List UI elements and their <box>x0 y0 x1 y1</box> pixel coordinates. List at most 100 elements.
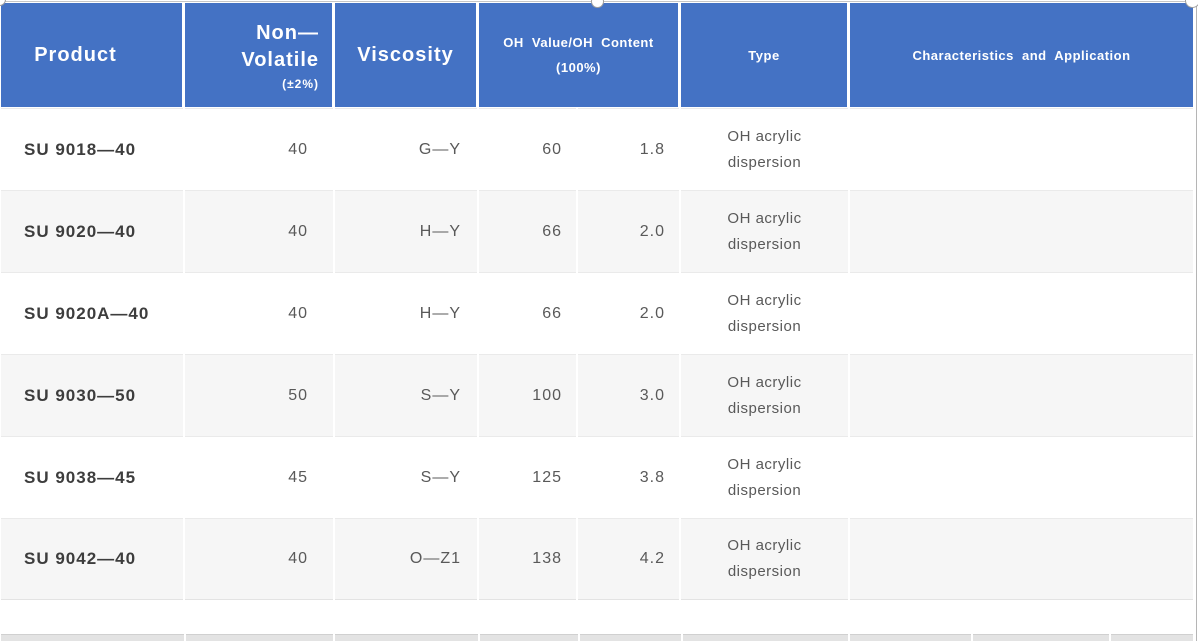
table-row: SU 9020—40 40 H—Y 66 2.0 OH acrylic dispersion <box>1 190 1193 272</box>
table-edge-segment <box>186 634 333 641</box>
header-type-label: Type <box>748 47 780 63</box>
non-volatile-value: 40 <box>185 108 333 190</box>
non-volatile-value-text: 40 <box>288 550 308 567</box>
characteristics-value <box>850 518 1193 600</box>
oh-value-text: 125 <box>532 468 562 486</box>
type-line: dispersion <box>727 481 802 499</box>
oh-value: 66 <box>479 272 576 354</box>
oh-value: 66 <box>479 190 576 272</box>
table-row: SU 9018—40 40 G—Y 60 1.8 OH acrylic dispersion <box>1 108 1193 190</box>
viscosity-value-text: S—Y <box>420 386 461 404</box>
header-characteristics: Characteristics and Application <box>850 3 1193 107</box>
type-line: OH acrylic <box>727 291 802 309</box>
oh-content-value: 3.8 <box>578 436 679 518</box>
type-value: OH acrylic dispersion <box>681 436 848 518</box>
type-line: dispersion <box>727 563 802 580</box>
viscosity-value: G—Y <box>335 108 477 190</box>
header-characteristics-label: Characteristics and Application <box>912 47 1131 63</box>
header-type: Type <box>681 3 847 107</box>
header-non-volatile-line1: Non— <box>256 21 319 44</box>
product-name-text: SU 9020—40 <box>24 221 137 241</box>
type-line: OH acrylic <box>727 209 802 227</box>
table-edge-segment <box>580 634 681 641</box>
characteristics-value <box>850 108 1193 190</box>
oh-content-value: 4.2 <box>578 518 679 600</box>
non-volatile-value-text: 45 <box>288 468 308 486</box>
oh-content-value: 2.0 <box>578 190 679 272</box>
header-non-volatile-tolerance: (±2%) <box>282 76 319 91</box>
oh-content-value: 2.0 <box>578 272 679 354</box>
resize-handle-top-right[interactable] <box>1185 0 1198 8</box>
type-value: OH acrylic dispersion <box>681 190 848 272</box>
non-volatile-value-text: 40 <box>288 304 308 322</box>
oh-content-value-text: 2.0 <box>639 222 665 240</box>
type-line: OH acrylic <box>727 455 802 473</box>
header-oh-value: OH Value/OH Content (100%) <box>479 3 678 107</box>
type-line: dispersion <box>727 317 802 335</box>
type-line: dispersion <box>727 235 802 253</box>
header-viscosity: Viscosity <box>335 3 476 107</box>
next-table-top-edge <box>1 634 1193 641</box>
type-line: OH acrylic <box>727 537 802 554</box>
product-name-text: SU 9042—40 <box>24 549 137 568</box>
resize-handle-top-center[interactable] <box>591 0 604 8</box>
table-edge-segment <box>1111 634 1193 641</box>
oh-content-value-text: 2.0 <box>639 304 665 322</box>
type-value: OH acrylic dispersion <box>681 354 848 436</box>
oh-value-text: 66 <box>542 304 562 322</box>
type-line: OH acrylic <box>727 127 802 145</box>
oh-value-text: 138 <box>532 550 562 567</box>
characteristics-value <box>850 436 1193 518</box>
oh-content-value: 3.0 <box>578 354 679 436</box>
viscosity-value-text: O—Z1 <box>409 550 461 567</box>
oh-content-value-text: 3.8 <box>639 468 665 486</box>
table-header-row: Product Non— Volatile (±2%) Viscosity OH… <box>1 3 1193 107</box>
viscosity-value: H—Y <box>335 272 477 354</box>
product-name: SU 9018—40 <box>1 108 183 190</box>
header-viscosity-label: Viscosity <box>357 43 454 66</box>
table-edge-segment <box>683 634 848 641</box>
viscosity-value-text: H—Y <box>419 222 461 240</box>
type-line: dispersion <box>727 399 802 417</box>
oh-content-value: 1.8 <box>578 108 679 190</box>
header-product-label: Product <box>34 43 117 66</box>
non-volatile-value: 40 <box>185 190 333 272</box>
characteristics-value <box>850 354 1193 436</box>
oh-content-value-text: 1.8 <box>639 140 665 158</box>
non-volatile-value: 50 <box>185 354 333 436</box>
oh-content-value-text: 4.2 <box>639 550 665 567</box>
header-product: Product <box>1 3 182 107</box>
product-name: SU 9038—45 <box>1 436 183 518</box>
table-edge-segment <box>335 634 478 641</box>
viscosity-value: S—Y <box>335 436 477 518</box>
table-row: SU 9042—40 40 O—Z1 138 4.2 OH acrylic dispersi… <box>1 518 1193 600</box>
product-name-text: SU 9030—50 <box>24 385 137 405</box>
table-row: SU 9030—50 50 S—Y 100 3.0 OH acrylic dispersio… <box>1 354 1193 436</box>
table-row: SU 9038—45 45 S—Y 125 3.8 OH acrylic dispersio… <box>1 436 1193 518</box>
type-value: OH acrylic dispersion <box>681 108 848 190</box>
oh-value: 60 <box>479 108 576 190</box>
non-volatile-value: 40 <box>185 518 333 600</box>
product-name: SU 9030—50 <box>1 354 183 436</box>
product-name: SU 9042—40 <box>1 518 183 600</box>
characteristics-value <box>850 272 1193 354</box>
non-volatile-value: 40 <box>185 272 333 354</box>
table-edge-segment <box>850 634 971 641</box>
oh-value-text: 66 <box>542 222 562 240</box>
header-non-volatile: Non— Volatile (±2%) <box>185 3 332 107</box>
product-name-text: SU 9020A—40 <box>24 303 150 323</box>
characteristics-value <box>850 190 1193 272</box>
type-value: OH acrylic dispersion <box>681 518 848 600</box>
non-volatile-value-text: 40 <box>288 222 308 240</box>
oh-value-text: 60 <box>542 140 562 158</box>
table-row: SU 9020A—40 40 H—Y 66 2.0 OH acrylic dispersio… <box>1 272 1193 354</box>
header-oh-value-line1: OH Value/OH Content <box>503 35 654 50</box>
oh-content-value-text: 3.0 <box>639 386 665 404</box>
type-value: OH acrylic dispersion <box>681 272 848 354</box>
product-name-text: SU 9018—40 <box>24 139 137 159</box>
oh-value-text: 100 <box>532 386 562 404</box>
page-right-border <box>1196 0 1197 641</box>
header-non-volatile-line2: Volatile <box>241 48 319 71</box>
product-spec-table[interactable]: Product Non— Volatile (±2%) Viscosity OH… <box>1 3 1193 600</box>
